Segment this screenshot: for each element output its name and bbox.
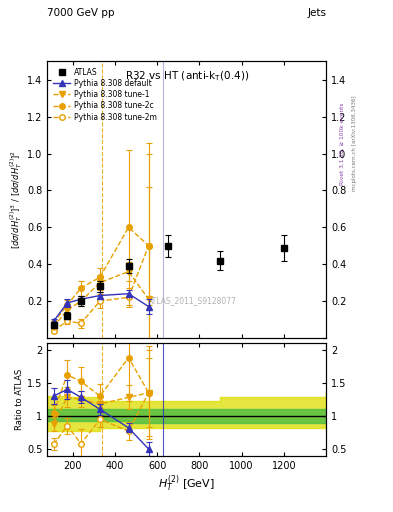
Text: 7000 GeV pp: 7000 GeV pp (47, 8, 115, 18)
Y-axis label: Ratio to ATLAS: Ratio to ATLAS (15, 369, 24, 430)
Legend: ATLAS, Pythia 8.308 default, Pythia 8.308 tune-1, Pythia 8.308 tune-2c, Pythia 8: ATLAS, Pythia 8.308 default, Pythia 8.30… (51, 65, 159, 124)
Text: Rivet 3.1.10, ≥ 100k events: Rivet 3.1.10, ≥ 100k events (340, 102, 345, 185)
Text: ATLAS_2011_S9128077: ATLAS_2011_S9128077 (148, 296, 237, 305)
Text: mcplots.cern.ch [arXiv:1306.3436]: mcplots.cern.ch [arXiv:1306.3436] (352, 96, 357, 191)
Text: Jets: Jets (307, 8, 326, 18)
Text: R32 vs HT (anti-k$_\mathregular{T}$(0.4)): R32 vs HT (anti-k$_\mathregular{T}$(0.4)… (125, 70, 249, 83)
X-axis label: $H_T^{(2)}$ [GeV]: $H_T^{(2)}$ [GeV] (158, 473, 215, 494)
Y-axis label: $[d\sigma/dH_T^{(2)}]^3$ / $[d\sigma/dH_T^{(2)}]^2$: $[d\sigma/dH_T^{(2)}]^3$ / $[d\sigma/dH_… (9, 150, 24, 249)
